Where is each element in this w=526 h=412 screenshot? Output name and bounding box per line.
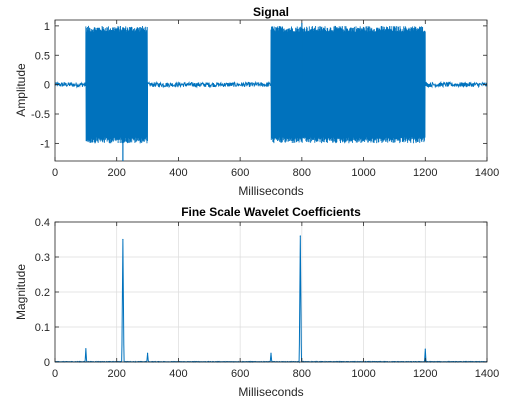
signal-x-tick-label: 200 xyxy=(108,167,126,179)
wavelet-y-tick-label: 0.3 xyxy=(35,252,50,264)
wavelet-x-tick-label: 800 xyxy=(293,368,311,380)
wavelet-x-tick-label: 0 xyxy=(52,368,58,380)
signal-y-axis-label: Amplitude xyxy=(14,63,28,117)
wavelet-peak-point xyxy=(270,352,272,354)
wavelet-x-tick-label: 200 xyxy=(108,368,126,380)
wavelet-x-tick-label: 600 xyxy=(231,368,249,380)
wavelet-title: Fine Scale Wavelet Coefficients xyxy=(181,205,361,219)
wavelet-y-tick-label: 0.2 xyxy=(35,287,50,299)
signal-x-tick-label: 1400 xyxy=(475,167,499,179)
signal-title: Signal xyxy=(253,5,289,19)
signal-x-axis-label: Milliseconds xyxy=(238,184,303,198)
wavelet-axes: 0 200 400 600 800 1000 1200 1400 00.10.20.30.4 … xyxy=(14,205,499,399)
wavelet-peak-point xyxy=(299,235,301,237)
wavelet-x-tick-label: 1400 xyxy=(475,368,499,380)
signal-x-tick-label: 600 xyxy=(231,167,249,179)
signal-x-tick-label: 0 xyxy=(52,167,58,179)
signal-x-tick-label: 1000 xyxy=(351,167,375,179)
wavelet-y-tick-label: 0 xyxy=(44,357,50,369)
signal-y-tick-label: 0 xyxy=(44,80,50,92)
wavelet-x-axis-label: Milliseconds xyxy=(238,385,303,399)
signal-y-tick-label: -0.5 xyxy=(31,109,50,121)
wavelet-peak-point xyxy=(146,352,149,354)
signal-axes-box xyxy=(54,19,488,162)
wavelet-peak-point xyxy=(85,348,87,350)
signal-x-tick-label: 1200 xyxy=(413,167,437,179)
wavelet-y-tick-label: 0.4 xyxy=(35,217,50,229)
wavelet-x-tick-label: 400 xyxy=(169,368,187,380)
signal-y-tick-label: 0.5 xyxy=(35,50,50,62)
wavelet-y-axis-label: Magnitude xyxy=(14,264,28,320)
wavelet-y-tick-label: 0.1 xyxy=(35,322,50,334)
wavelet-peak-point xyxy=(122,238,124,241)
signal-x-tick-label: 800 xyxy=(293,167,311,179)
wavelet-peak-point xyxy=(424,348,426,350)
signal-y-tick-label: 1 xyxy=(44,21,50,33)
signal-x-tick-label: 400 xyxy=(169,167,187,179)
signal-y-tick-label: -1 xyxy=(40,138,50,150)
wavelet-x-tick-label: 1000 xyxy=(351,368,375,380)
signal-axes: 0 200 400 600 800 1000 1200 1400 -1 -0.5 0 0.5 1 Si… xyxy=(14,5,499,198)
wavelet-x-tick-label: 1200 xyxy=(413,368,437,380)
signal-series-line xyxy=(54,25,488,144)
